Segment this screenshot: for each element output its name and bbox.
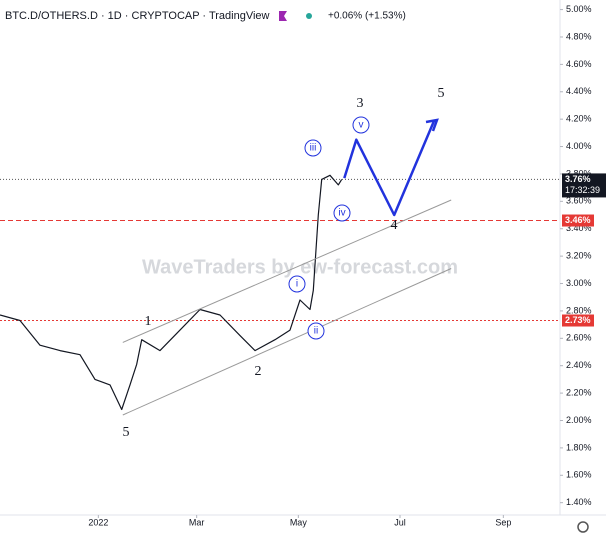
y-tick-label: 4.40%	[566, 86, 592, 96]
wave-label: iii	[310, 143, 317, 154]
wave-label: i	[296, 279, 298, 290]
y-tick-label: 3.80%	[566, 168, 592, 178]
y-tick-label: 1.80%	[566, 442, 592, 452]
y-tick-label: 3.60%	[566, 196, 592, 206]
level-label: 3.46%	[565, 215, 591, 225]
wave-label: 3	[357, 96, 364, 111]
wave-label: 2	[255, 364, 262, 379]
level-tag	[562, 314, 594, 327]
y-tick-label: 2.00%	[566, 415, 592, 425]
wave-circle	[307, 322, 325, 340]
series-line	[122, 268, 452, 416]
arrow-head	[425, 118, 439, 132]
change: +0.06% (+1.53%)	[328, 11, 406, 22]
wave-label: 1	[145, 314, 152, 329]
wave-label: iv	[338, 208, 345, 219]
chart-title: BTC.D/OTHERS.D · 1D · CRYPTOCAP · Tradin…	[5, 10, 270, 22]
y-tick-label: 4.80%	[566, 31, 592, 41]
y-tick-label: 1.40%	[566, 497, 592, 507]
level-tag	[562, 214, 594, 227]
y-tick-label: 2.40%	[566, 360, 592, 370]
series-line	[122, 199, 452, 343]
y-tick-label: 2.60%	[566, 333, 592, 343]
wave-label: v	[359, 120, 364, 131]
wave-circle	[304, 139, 322, 157]
status-dot	[306, 13, 312, 19]
y-tick-label: 3.40%	[566, 223, 592, 233]
watermark: WaveTraders by ew-forecast.com	[142, 256, 458, 278]
y-tick-label: 4.00%	[566, 141, 592, 151]
wave-circle	[288, 275, 306, 293]
y-tick-label: 4.60%	[566, 59, 592, 69]
wave-label: 5	[438, 86, 445, 101]
last-price-tag	[562, 173, 606, 198]
series-line	[343, 120, 436, 217]
y-tick-label: 3.00%	[566, 278, 592, 288]
y-tick-label: 2.80%	[566, 305, 592, 315]
flag-icon[interactable]	[279, 11, 287, 21]
x-tick-label: Sep	[495, 517, 511, 527]
last-price-label: 3.76%	[565, 174, 591, 184]
x-tick-label: Mar	[189, 517, 205, 527]
y-tick-label: 3.20%	[566, 251, 592, 261]
wave-circle	[352, 116, 370, 134]
wave-label: 4	[391, 218, 398, 233]
countdown: 17:32:39	[565, 185, 600, 195]
y-tick-label: 2.20%	[566, 387, 592, 397]
x-tick-label: 2022	[88, 517, 108, 527]
level-label: 2.73%	[565, 315, 591, 325]
x-tick-label: Jul	[394, 517, 406, 527]
series-line	[0, 174, 343, 411]
x-tick-label: May	[290, 517, 308, 527]
wave-label: ii	[314, 326, 318, 337]
y-tick-label: 5.00%	[566, 4, 592, 14]
wave-circle	[333, 204, 351, 222]
y-tick-label: 4.20%	[566, 114, 592, 124]
wave-label: 5	[123, 425, 130, 440]
y-tick-label: 1.60%	[566, 470, 592, 480]
settings-icon[interactable]	[577, 521, 589, 533]
